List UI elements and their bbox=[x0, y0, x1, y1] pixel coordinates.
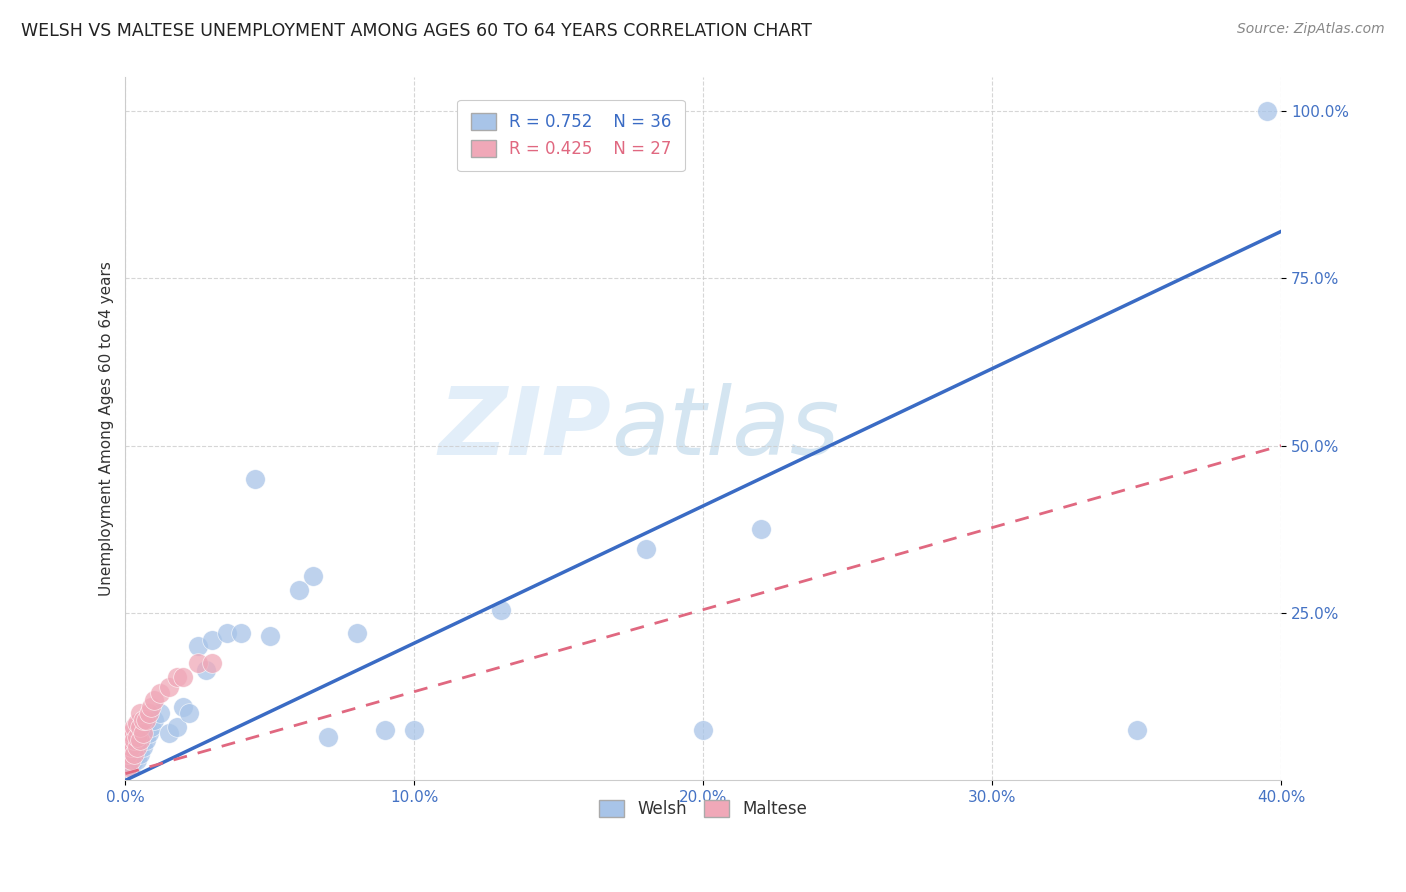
Point bbox=[129, 747, 152, 761]
Point bbox=[316, 730, 339, 744]
Point bbox=[229, 626, 252, 640]
Point bbox=[195, 663, 218, 677]
Point bbox=[141, 699, 163, 714]
Point bbox=[129, 706, 152, 721]
Point bbox=[138, 726, 160, 740]
Text: Source: ZipAtlas.com: Source: ZipAtlas.com bbox=[1237, 22, 1385, 37]
Point bbox=[201, 632, 224, 647]
Point bbox=[187, 640, 209, 654]
Point bbox=[259, 629, 281, 643]
Point bbox=[122, 747, 145, 761]
Point bbox=[172, 699, 194, 714]
Point bbox=[177, 706, 200, 721]
Point bbox=[129, 733, 152, 747]
Point bbox=[172, 669, 194, 683]
Point bbox=[122, 747, 145, 761]
Point bbox=[141, 720, 163, 734]
Point bbox=[122, 733, 145, 747]
Point bbox=[122, 753, 145, 767]
Point bbox=[132, 726, 155, 740]
Point bbox=[129, 733, 152, 747]
Point bbox=[149, 706, 172, 721]
Point bbox=[1256, 103, 1278, 118]
Point bbox=[157, 680, 180, 694]
Point bbox=[129, 720, 152, 734]
Point bbox=[634, 542, 657, 557]
Point bbox=[135, 713, 157, 727]
Legend: Welsh, Maltese: Welsh, Maltese bbox=[593, 793, 814, 825]
Point bbox=[125, 716, 148, 731]
Point bbox=[692, 723, 714, 737]
Y-axis label: Unemployment Among Ages 60 to 64 years: Unemployment Among Ages 60 to 64 years bbox=[100, 261, 114, 597]
Point bbox=[201, 656, 224, 670]
Text: atlas: atlas bbox=[610, 384, 839, 475]
Point bbox=[143, 693, 166, 707]
Point bbox=[138, 706, 160, 721]
Point bbox=[120, 753, 142, 767]
Point bbox=[125, 739, 148, 754]
Point bbox=[125, 753, 148, 767]
Point bbox=[489, 602, 512, 616]
Point bbox=[404, 723, 426, 737]
Point bbox=[132, 713, 155, 727]
Point bbox=[120, 726, 142, 740]
Point bbox=[122, 720, 145, 734]
Point bbox=[117, 760, 139, 774]
Point bbox=[117, 733, 139, 747]
Text: ZIP: ZIP bbox=[437, 383, 610, 475]
Point bbox=[166, 669, 188, 683]
Point bbox=[346, 626, 368, 640]
Point bbox=[245, 472, 267, 486]
Point bbox=[149, 686, 172, 700]
Point bbox=[135, 733, 157, 747]
Point bbox=[132, 739, 155, 754]
Point bbox=[143, 713, 166, 727]
Text: WELSH VS MALTESE UNEMPLOYMENT AMONG AGES 60 TO 64 YEARS CORRELATION CHART: WELSH VS MALTESE UNEMPLOYMENT AMONG AGES… bbox=[21, 22, 813, 40]
Point bbox=[125, 730, 148, 744]
Point bbox=[120, 739, 142, 754]
Point bbox=[1125, 723, 1147, 737]
Point bbox=[215, 626, 238, 640]
Point bbox=[302, 569, 325, 583]
Point bbox=[125, 739, 148, 754]
Point bbox=[120, 760, 142, 774]
Point bbox=[117, 747, 139, 761]
Point bbox=[288, 582, 311, 597]
Point bbox=[166, 720, 188, 734]
Point bbox=[157, 726, 180, 740]
Point bbox=[187, 656, 209, 670]
Point bbox=[749, 522, 772, 536]
Point bbox=[374, 723, 396, 737]
